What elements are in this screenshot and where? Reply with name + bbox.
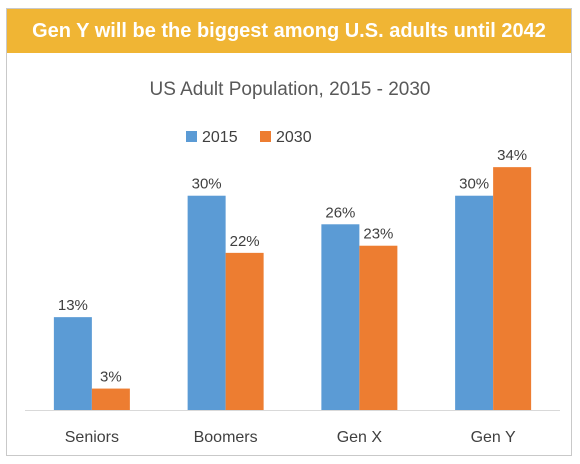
- category-label-seniors: Seniors: [65, 429, 119, 446]
- headline-banner: Gen Y will be the biggest among U.S. adu…: [7, 9, 571, 53]
- bar-gen-x-2015: [321, 224, 360, 410]
- category-label-gen-x: Gen X: [337, 429, 383, 446]
- data-label-seniors-2030: 3%: [100, 369, 122, 386]
- bar-gen-y-2015: [455, 195, 494, 410]
- category-label-boomers: Boomers: [194, 429, 258, 446]
- data-label-seniors-2015: 13%: [58, 297, 88, 314]
- bar-seniors-2030: [91, 388, 130, 410]
- bar-gen-x-2030: [359, 245, 398, 410]
- data-label-gen-y-2030: 34%: [497, 147, 527, 164]
- legend-swatch-2030: [260, 131, 271, 142]
- headline-text: Gen Y will be the biggest among U.S. adu…: [32, 19, 546, 42]
- category-label-gen-y: Gen Y: [471, 429, 516, 446]
- legend-label-2030: 2030: [276, 129, 312, 146]
- bar-seniors-2015: [53, 317, 92, 410]
- data-labels: 13% 3% 30% 22% 26% 23% 30% 34%: [58, 147, 527, 385]
- data-label-gen-y-2015: 30%: [459, 176, 489, 193]
- data-label-boomers-2030: 22%: [230, 233, 260, 250]
- bar-gen-y-2030: [493, 167, 532, 410]
- bar-boomers-2015: [187, 195, 226, 410]
- legend-label-2015: 2015: [202, 129, 238, 146]
- legend-swatch-2015: [186, 131, 197, 142]
- bar-boomers-2030: [225, 252, 264, 410]
- data-label-gen-x-2030: 23%: [363, 226, 393, 243]
- data-label-gen-x-2015: 26%: [325, 204, 355, 221]
- bars: [53, 167, 532, 410]
- data-label-boomers-2015: 30%: [192, 176, 222, 193]
- category-labels: Seniors Boomers Gen X Gen Y: [65, 429, 516, 446]
- legend: 2015 2030: [186, 129, 312, 146]
- chart-title: US Adult Population, 2015 - 2030: [150, 79, 431, 100]
